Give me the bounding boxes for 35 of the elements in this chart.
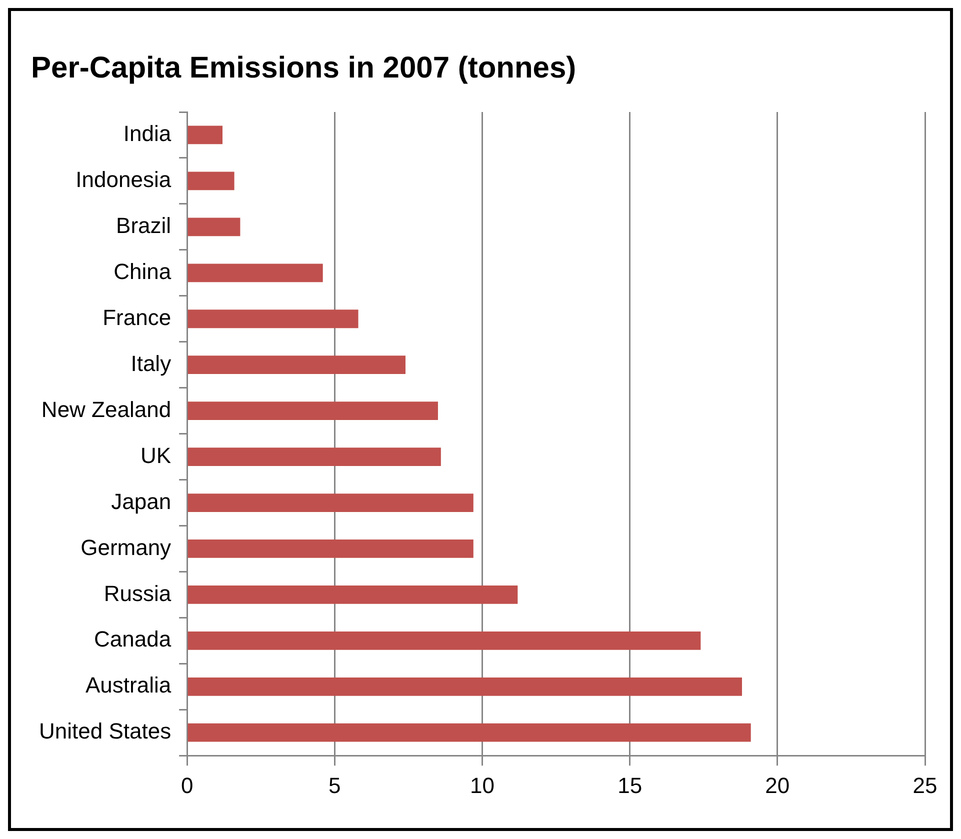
y-tick-label: Japan bbox=[111, 488, 172, 514]
y-tick-label: United States bbox=[38, 718, 172, 744]
bar bbox=[188, 172, 234, 190]
bar bbox=[188, 126, 222, 144]
x-tick-label: 5 bbox=[328, 772, 341, 798]
x-tick-label: 15 bbox=[618, 772, 642, 798]
bar bbox=[188, 310, 358, 328]
y-tick-label: India bbox=[123, 121, 172, 146]
x-tick-label: 25 bbox=[912, 772, 938, 798]
bar bbox=[188, 218, 240, 236]
y-tick-label: New Zealand bbox=[41, 396, 172, 422]
bar bbox=[188, 264, 323, 282]
bar bbox=[188, 494, 474, 512]
x-tick-label: 20 bbox=[765, 772, 790, 798]
y-tick-label: Canada bbox=[94, 626, 172, 652]
bar bbox=[188, 448, 441, 466]
bar bbox=[188, 356, 406, 374]
y-tick-label: Russia bbox=[104, 580, 172, 606]
y-tick-label: Germany bbox=[80, 534, 172, 560]
y-tick-label: Australia bbox=[85, 672, 172, 698]
x-tick-label: 0 bbox=[180, 772, 194, 798]
x-tick-label: 10 bbox=[470, 772, 494, 798]
y-tick-label: Brazil bbox=[116, 212, 172, 238]
bar bbox=[188, 631, 701, 650]
y-tick-label: Italy bbox=[130, 350, 172, 376]
y-tick-label: China bbox=[114, 258, 172, 284]
bar bbox=[188, 677, 742, 696]
bar bbox=[188, 402, 438, 420]
y-tick-label: France bbox=[102, 304, 172, 330]
bar bbox=[188, 723, 751, 742]
y-tick-label: Indonesia bbox=[76, 167, 172, 192]
y-tick-label: UK bbox=[140, 442, 172, 468]
bar bbox=[188, 586, 518, 604]
chart-title: Per-Capita Emissions in 2007 (tonnes) bbox=[31, 51, 576, 84]
bar bbox=[188, 540, 474, 558]
